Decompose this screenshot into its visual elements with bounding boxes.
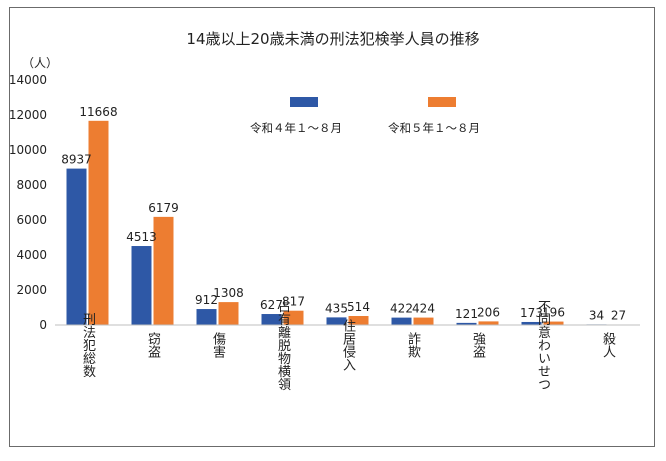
bar xyxy=(131,246,152,325)
bar-value-label: 27 xyxy=(611,309,626,323)
bar xyxy=(261,314,282,325)
legend-label: 令和４年１～８月 xyxy=(250,121,342,135)
bar xyxy=(413,317,434,325)
bar-value-label: 422 xyxy=(390,302,413,316)
bar-value-label: 817 xyxy=(282,295,305,309)
y-tick-label: 6000 xyxy=(16,213,47,227)
bar-value-label: 424 xyxy=(412,302,435,316)
category-label: 強盗 xyxy=(470,332,486,358)
bar xyxy=(196,309,217,325)
bar xyxy=(543,321,564,325)
legend-swatch xyxy=(290,97,318,107)
category-label: 窃盗 xyxy=(145,331,161,358)
category-label: 不同意わいせつ xyxy=(535,300,551,391)
category-labels: 刑法犯総数 窃盗 傷害 占有離脱物横領 住居侵入 詐欺 強盗 不同意わいせつ 殺人 xyxy=(80,300,616,391)
bar-value-label: 1308 xyxy=(213,286,244,300)
bar-value-label: 121 xyxy=(455,307,478,321)
bar xyxy=(283,310,304,325)
bar-value-label: 206 xyxy=(477,305,500,319)
bar xyxy=(153,216,174,325)
legend-swatch xyxy=(428,97,456,107)
bar xyxy=(391,317,412,325)
category-label: 住居侵入 xyxy=(340,319,356,371)
category-label: 詐欺 xyxy=(405,331,421,359)
category-label: 占有離脱物横領 xyxy=(275,300,291,391)
bar xyxy=(348,316,369,325)
bar-value-label: 11668 xyxy=(79,105,117,119)
y-tick-label: 10000 xyxy=(9,143,47,157)
y-tick-label: 0 xyxy=(39,318,47,332)
bar-value-label: 8937 xyxy=(61,153,92,167)
y-tick-label: 4000 xyxy=(16,248,47,262)
bar xyxy=(66,168,87,325)
chart-title: 14歳以上20歳未満の刑法犯検挙人員の推移 xyxy=(186,30,479,48)
category-label: 傷害 xyxy=(210,332,226,359)
legend-label: 令和５年１～８月 xyxy=(388,121,480,135)
y-tick-label: 8000 xyxy=(16,178,47,192)
category-label: 殺人 xyxy=(600,332,616,358)
bar-value-label: 4513 xyxy=(126,230,157,244)
y-tick-label: 12000 xyxy=(9,108,47,122)
bar xyxy=(88,120,109,325)
y-tick-label: 14000 xyxy=(9,73,47,87)
legend: 令和４年１～８月 令和５年１～８月 xyxy=(250,97,480,135)
bar-value-label: 627 xyxy=(260,298,283,312)
bar-value-label: 196 xyxy=(542,306,565,320)
bar-value-label: 6179 xyxy=(148,201,179,215)
bar xyxy=(456,322,477,325)
y-axis-label: （人） xyxy=(22,56,58,70)
bar-value-label: 34 xyxy=(589,308,604,322)
y-axis-ticks: 0 2000 4000 6000 8000 10000 12000 14000 xyxy=(9,73,47,332)
bar-value-label: 514 xyxy=(347,300,370,314)
bars-group xyxy=(66,120,629,326)
category-label: 刑法犯総数 xyxy=(80,313,96,378)
y-tick-label: 2000 xyxy=(16,283,47,297)
bar xyxy=(478,321,499,325)
bar xyxy=(521,321,542,325)
chart-frame xyxy=(9,7,655,447)
bar-value-label: 912 xyxy=(195,293,218,307)
bar-value-label: 435 xyxy=(325,301,348,315)
bar-value-label: 173 xyxy=(520,306,543,320)
bar xyxy=(326,317,347,325)
bar xyxy=(218,302,239,325)
